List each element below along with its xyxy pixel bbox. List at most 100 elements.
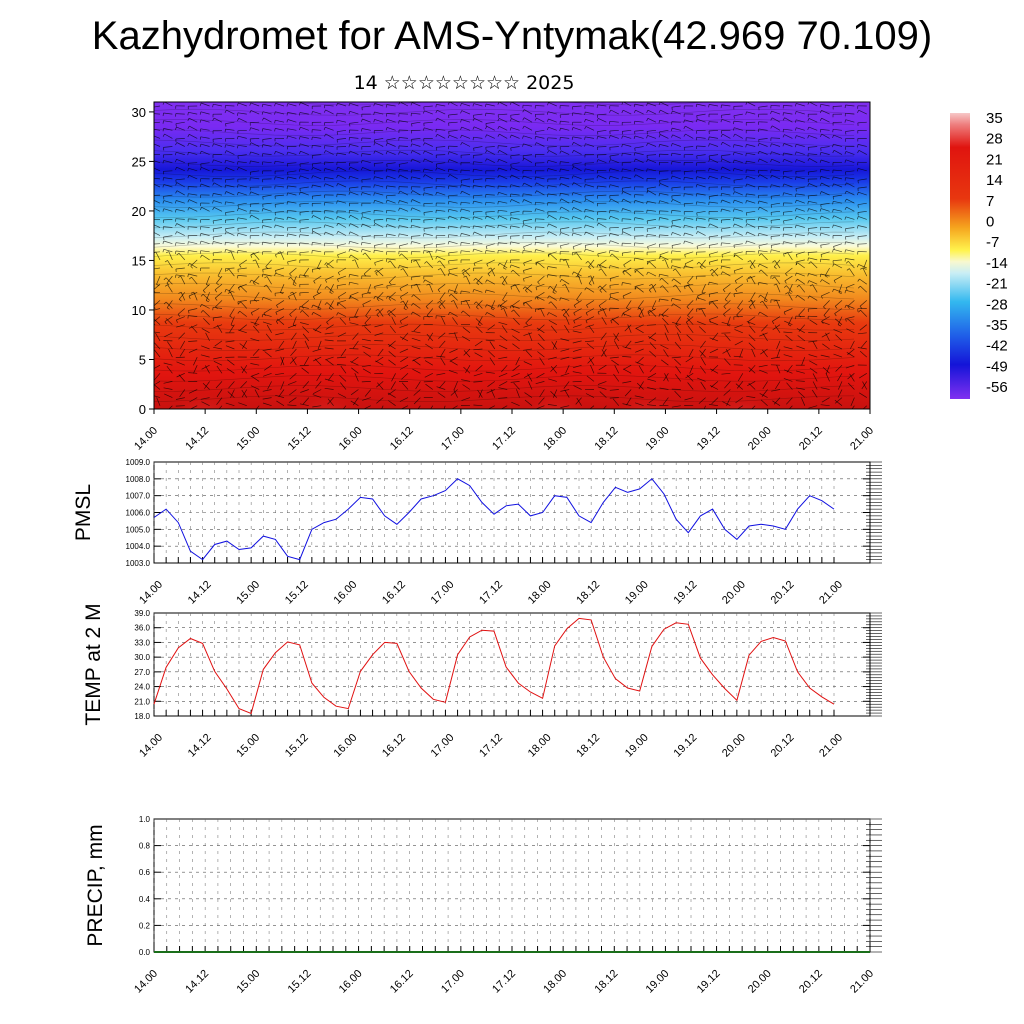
wind-barb [474,340,483,347]
wind-barb [525,283,533,291]
wind-barb [537,261,545,269]
wind-barb [490,389,496,398]
wind-barb-feather [720,199,723,203]
wind-barb [498,224,508,228]
wind-barb [671,210,681,212]
wind-barb [821,316,830,322]
wind-barb [204,365,210,374]
wind-barb [547,266,557,269]
wind-barb-feather [559,216,561,220]
wind-barb [523,361,533,366]
wind-barb [238,329,247,334]
wind-barb [597,264,607,269]
wind-barb-feather [214,297,218,301]
wind-barb [610,316,619,321]
wind-barb-feather [398,225,400,229]
wind-barb-feather [435,134,438,138]
wind-barb [163,194,173,197]
wind-barb-feather [572,164,574,168]
wind-barb-feather [757,143,760,147]
wind-barb-feather [807,208,809,212]
wind-barb [661,308,669,315]
wind-barb-feather [373,150,376,154]
wind-barb [647,227,657,230]
wind-barb [635,361,644,366]
wind-barb [560,372,570,377]
wind-barb-feather [598,268,602,271]
wind-barb-feather [154,306,156,309]
wind-barb [299,227,309,230]
heatmap-ytick-label: 20 [132,204,146,219]
wind-barb-feather [200,254,203,258]
wind-barb [217,267,223,277]
wind-barb-feather [683,125,686,129]
wind-barb-feather [199,167,202,171]
wind-barb [659,298,669,301]
wind-barb [473,185,483,188]
isoline [154,272,855,280]
wind-barb [634,395,644,398]
wind-barb-feather [547,312,550,316]
isoline [154,303,855,311]
xtick-label: 14.12 [186,579,214,607]
wind-barb [857,243,867,245]
wind-barb-feather [410,150,413,154]
wind-barb-feather [608,159,611,163]
wind-barb-feather [361,212,363,216]
colorbar-label: -49 [986,358,1008,375]
wind-barb [809,102,818,107]
wind-barb-feather [323,127,326,131]
wind-barb [758,225,768,228]
wind-barb-feather [175,167,177,171]
wind-barb-feather [249,214,252,218]
wind-barb [275,224,285,228]
panel-frame [153,612,871,717]
wind-barb [326,262,334,269]
wind-barb [548,102,557,107]
wind-barb [847,382,855,390]
wind-barb [771,249,781,253]
wind-barb [367,284,372,293]
wind-barb-feather [684,254,686,258]
wind-barb-feather [522,175,524,179]
wind-barb-feather [621,102,624,105]
wind-barb-feather [422,110,425,114]
wind-barb-feather [794,159,797,163]
xtick-label: 17.00 [429,579,457,607]
wind-barb [449,174,458,180]
wind-barb-feather [373,192,375,196]
wind-barb [262,348,272,351]
wind-barb [572,162,582,165]
wind-barb [216,397,223,405]
wind-barb [354,372,359,382]
wind-barb-feather [820,245,822,249]
wind-barb-feather [782,233,784,238]
wind-barb [622,135,632,139]
wind-barb [486,134,495,139]
wind-barb [511,199,520,204]
wind-barb-feather [286,128,288,132]
wind-barb [759,263,768,269]
wind-barb-feather [863,267,867,270]
wind-barb [733,291,743,295]
wind-barb [225,241,235,245]
wind-barb [638,365,644,374]
wind-barb [758,200,768,204]
wind-barb [287,192,297,196]
wind-barb [573,300,582,306]
wind-barb [734,267,743,272]
wind-barb [609,154,619,157]
wind-barb [845,316,855,320]
wind-barb-feather [187,112,189,116]
wind-barb [448,272,458,277]
wind-barb [200,111,210,115]
wind-barb [820,321,830,326]
wind-barb [241,389,248,398]
wind-barb-feather [770,125,773,129]
wind-barb [598,259,607,266]
wind-barb-feather [426,251,430,254]
wind-barb-feather [162,208,165,212]
wind-barb-feather [758,253,762,256]
wind-barb-feather [400,300,404,303]
